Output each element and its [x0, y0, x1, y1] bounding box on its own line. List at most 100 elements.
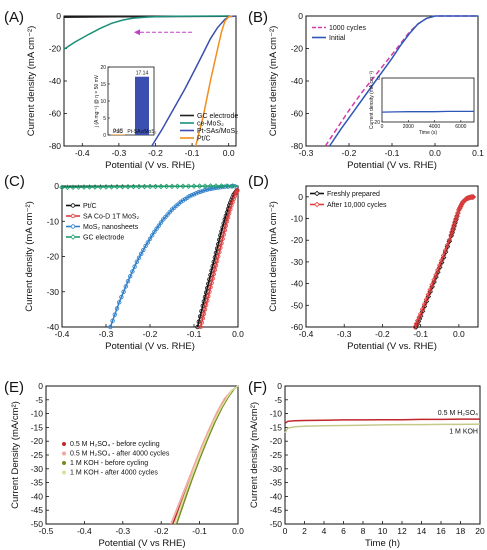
data-point	[81, 184, 87, 190]
data-point	[207, 289, 212, 294]
data-point	[132, 264, 137, 269]
y-tick-label: -40	[291, 76, 304, 86]
legend-label: ce-MoS₂	[197, 121, 224, 128]
data-point	[152, 229, 157, 235]
inset-bar	[135, 76, 149, 135]
inset-x-tick-label: 4000	[429, 124, 440, 130]
y-tick-label: -20	[291, 235, 304, 245]
series-group	[284, 418, 481, 434]
data-point	[213, 183, 219, 189]
x-tick-label: 0.1	[472, 148, 484, 158]
legend-label: 1 M KOH - after 4000 cycles	[70, 470, 158, 477]
inset-category-label: Pt/C	[113, 129, 123, 135]
x-tick-label: 0.0	[232, 329, 244, 339]
data-point	[191, 192, 197, 197]
data-point	[114, 184, 120, 190]
axes: -0.5 -0.4 -0.3 -0.2 -0.1 0.0 0 -5 -10 -15 -20 -25 -3…	[10, 381, 244, 549]
data-point	[229, 183, 236, 189]
x-axis-label: Potential (V vs. RHE)	[105, 160, 195, 171]
data-point	[86, 184, 93, 190]
inset-y-tick-label: 5	[103, 116, 106, 122]
inset-y-tick-label: 0	[103, 133, 106, 139]
data-point	[235, 188, 240, 193]
y-tick-label: 0	[277, 381, 282, 391]
inset-y-tick-label: 0	[377, 76, 380, 82]
data-point	[145, 240, 150, 245]
data-point	[224, 219, 230, 224]
series-group	[63, 15, 237, 147]
y-tick-label: -20	[31, 436, 44, 446]
series-group	[324, 15, 478, 147]
x-tick-label: 18	[456, 526, 466, 536]
series-line	[173, 385, 239, 525]
data-point	[224, 183, 230, 189]
data-point	[185, 183, 192, 189]
x-tick-label: -0.1	[187, 329, 202, 339]
legend-label: Pt/C	[197, 136, 211, 143]
data-point	[108, 324, 113, 330]
legend-label: 0.5 M H₂SO₄ - after 4000 cycles	[70, 451, 170, 458]
y-tick-label: -40	[270, 491, 283, 501]
data-point	[431, 277, 437, 283]
x-tick-label: 20	[475, 526, 485, 536]
legend-label: Initial	[329, 35, 346, 42]
x-tick-label: -0.5	[39, 526, 54, 536]
data-point	[97, 184, 104, 190]
data-point	[167, 209, 172, 215]
data-point	[134, 259, 139, 264]
y-tick-label: -20	[47, 252, 60, 262]
data-point	[202, 183, 208, 189]
data-point	[199, 320, 204, 325]
data-point	[438, 257, 445, 264]
x-axis-label: Time (h)	[365, 538, 400, 549]
y-tick-label: -10	[270, 409, 283, 419]
inset-value-label: 17.14	[136, 71, 149, 77]
data-point	[64, 184, 71, 191]
data-point	[59, 184, 65, 191]
legend-swatch	[62, 461, 66, 465]
y-tick-label: -30	[270, 464, 283, 474]
axes: -0.4 -0.3 -0.2 -0.1 0.0 0 -20 -40 -60 -80 Potentia…	[26, 11, 237, 171]
data-point	[221, 221, 226, 226]
legend-label: After 10,000 cycles	[327, 202, 387, 209]
data-point	[196, 190, 201, 195]
legend-label: GC electrode	[197, 113, 238, 120]
y-tick-label: -25	[31, 450, 44, 460]
y-axis-label: Current density (mA cm⁻²)	[26, 26, 37, 137]
inset-x-tick-label: 6000	[455, 124, 466, 130]
data-point	[112, 312, 117, 317]
x-tick-label: 6	[341, 526, 346, 536]
data-point	[110, 318, 115, 324]
data-point	[198, 324, 203, 330]
data-point	[433, 272, 439, 278]
legend-label: 0.5 M H₂SO₄ - before cycling	[70, 441, 160, 448]
data-point	[130, 183, 137, 190]
y-axis-label: Current density (mA/cm²)	[249, 402, 260, 508]
y-tick-label: -80	[49, 141, 62, 151]
legend-swatch	[62, 451, 66, 456]
panel-label: (A)	[4, 9, 24, 26]
y-tick-label: -40	[47, 322, 60, 332]
data-point	[156, 223, 161, 228]
x-tick-label: -0.2	[342, 148, 357, 158]
data-point	[451, 222, 457, 228]
data-point	[203, 302, 209, 308]
data-point	[187, 194, 192, 199]
data-point	[208, 285, 213, 290]
inset-x-label: Time (s)	[419, 130, 437, 136]
y-tick-label: 0	[38, 381, 43, 391]
data-point	[147, 183, 153, 190]
y-tick-label: -15	[270, 422, 283, 432]
arrow-head	[134, 29, 140, 36]
data-point	[440, 252, 447, 259]
data-point	[75, 184, 82, 190]
y-tick-label: -45	[31, 505, 44, 515]
x-tick-label: -0.2	[154, 526, 169, 536]
axes: -0.3 -0.2 -0.1 0.0 0.10-20-40-60-80Potential…	[268, 11, 484, 171]
data-point	[92, 184, 98, 190]
x-tick-label: -0.2	[375, 329, 390, 339]
legend: 1000 cycles Initial	[312, 25, 366, 42]
data-point	[127, 274, 133, 279]
y-tick-label: -30	[291, 257, 304, 267]
legend-label: MoS₂ nanosheets	[83, 224, 139, 231]
